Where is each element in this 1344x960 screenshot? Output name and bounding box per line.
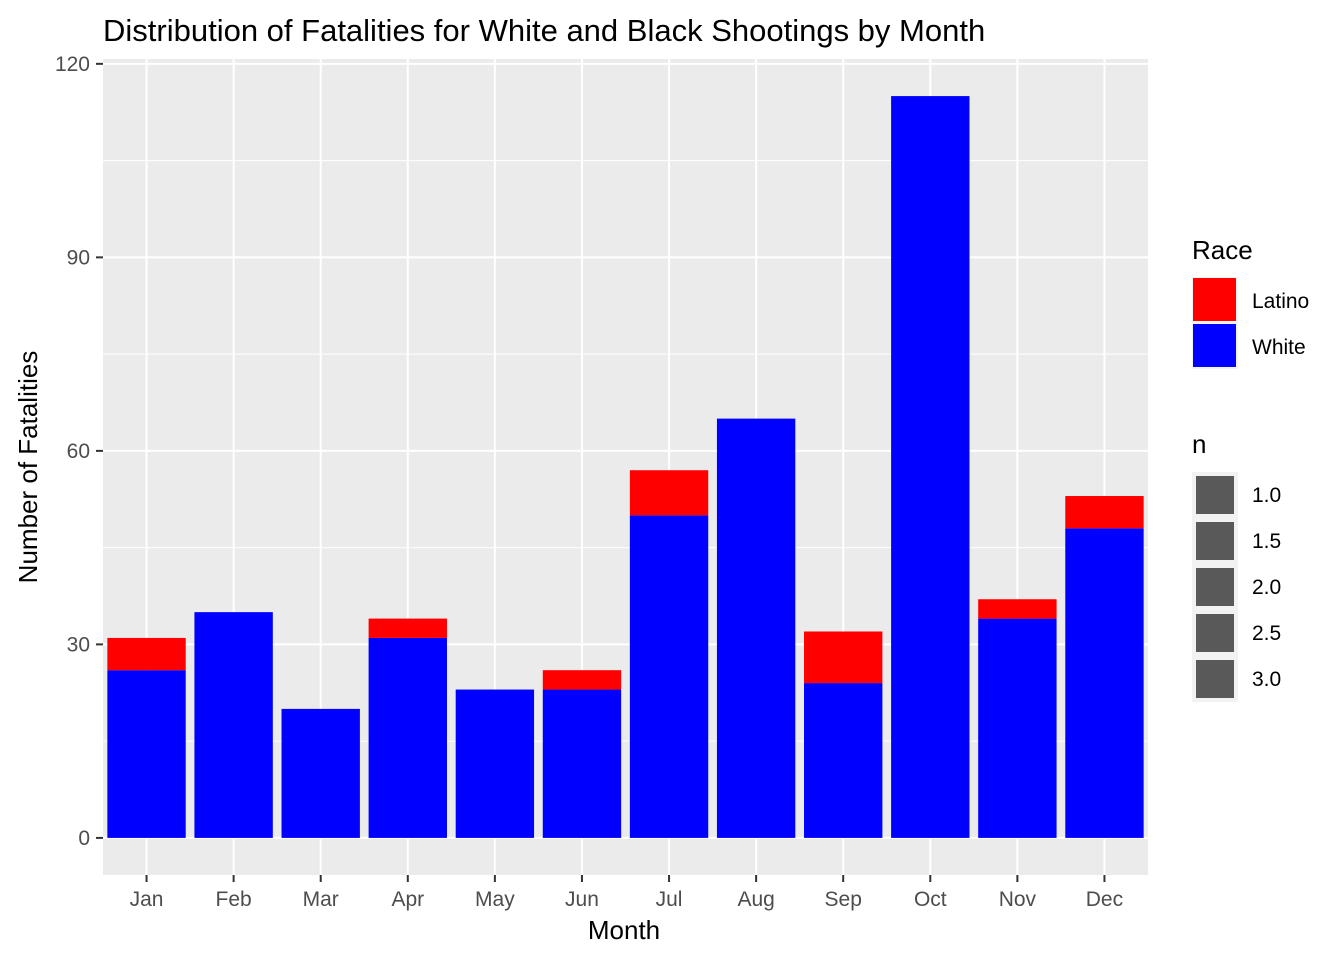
bar-white-apr (368, 637, 447, 838)
bar-latino-apr (368, 618, 447, 638)
bar-latino-sep (804, 631, 883, 684)
bar-white-may (455, 689, 535, 838)
x-tick-label-feb: Feb (216, 888, 252, 911)
bar-white-aug (716, 418, 796, 838)
bar-white-jun (542, 689, 622, 838)
plot-panel (103, 59, 1148, 875)
y-tick-label: 0 (78, 827, 90, 850)
legend-size-key (1196, 522, 1234, 560)
y-axis: 0 30 60 90 120 (55, 53, 103, 850)
bar-latino-jul (629, 470, 709, 516)
legend-size-key (1196, 614, 1234, 652)
legend-size-label: 1.0 (1252, 484, 1281, 507)
legend-label-white: White (1252, 336, 1306, 359)
bar-white-dec (1065, 528, 1144, 838)
bar-latino-jun (542, 670, 622, 690)
y-tick-label: 90 (67, 246, 90, 269)
bar-white-feb (194, 612, 273, 838)
x-tick-label-jan: Jan (130, 888, 164, 911)
x-axis-title: Month (588, 915, 660, 945)
x-tick-label-jun: Jun (565, 888, 599, 911)
x-tick-label-aug: Aug (737, 888, 774, 911)
x-tick-label-may: May (475, 888, 515, 911)
x-tick-label-oct: Oct (914, 888, 947, 911)
legend-size-label: 1.5 (1252, 530, 1281, 553)
x-tick-label-jul: Jul (656, 888, 683, 911)
legend-key-white (1193, 324, 1236, 367)
x-tick-label-dec: Dec (1086, 888, 1123, 911)
x-tick-label-sep: Sep (825, 888, 862, 911)
bar-latino-nov (978, 599, 1057, 619)
legend-size-key (1196, 568, 1234, 606)
y-axis-title: Number of Fatalities (13, 351, 43, 584)
bar-white-mar (281, 708, 360, 838)
bar-white-sep (804, 683, 883, 838)
legend-size-key (1196, 476, 1234, 514)
y-tick-label: 120 (55, 53, 90, 76)
y-tick-label: 60 (67, 440, 90, 463)
legend-size-key (1196, 660, 1234, 698)
legend-size-label: 2.0 (1252, 576, 1281, 599)
legend-size-label: 3.0 (1252, 668, 1281, 691)
x-axis: Jan Feb Mar Apr May Jun Jul Aug Sep Oct Nov Dec (130, 875, 1123, 911)
legend-label-latino: Latino (1252, 290, 1309, 313)
bars (107, 96, 1144, 838)
legend-title-n: n (1192, 429, 1206, 459)
bar-white-oct (891, 96, 970, 838)
chart-title: Distribution of Fatalities for White and… (103, 13, 985, 48)
x-tick-label-apr: Apr (391, 888, 424, 911)
y-tick-label: 30 (67, 633, 90, 656)
legend: Race Latino White n 1.0 1.5 2.0 2.5 3.0 (1192, 235, 1309, 702)
legend-size-label: 2.5 (1252, 622, 1281, 645)
legend-title-race: Race (1192, 235, 1253, 265)
x-tick-label-mar: Mar (303, 888, 339, 911)
bar-latino-jan (107, 637, 186, 671)
x-tick-label-nov: Nov (999, 888, 1037, 911)
bar-white-jan (107, 670, 186, 838)
bar-white-nov (978, 618, 1057, 838)
legend-key-latino (1193, 278, 1236, 321)
minor-gridlines (103, 160, 1148, 742)
bar-latino-dec (1065, 496, 1144, 529)
bar-white-jul (629, 515, 709, 838)
